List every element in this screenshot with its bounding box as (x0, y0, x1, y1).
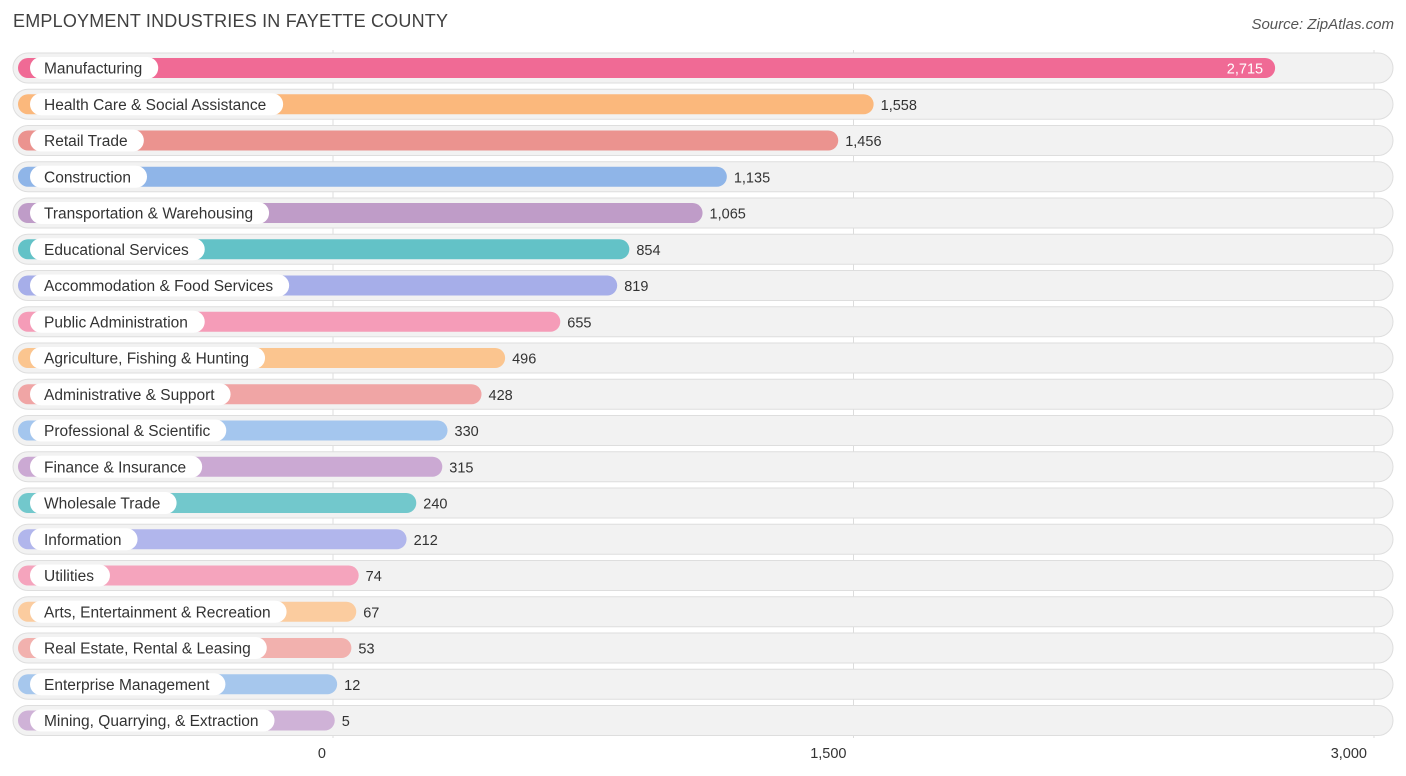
category-label: Wholesale Trade (44, 496, 160, 513)
category-label-pill (30, 455, 203, 478)
category-label-pill (30, 673, 226, 696)
category-label: Transportation & Warehousing (44, 206, 253, 223)
category-label-pill (30, 57, 159, 79)
category-label: Utilities (44, 568, 94, 585)
category-label-pill (30, 202, 270, 224)
category-label-pill (30, 564, 110, 587)
category-label-pill (30, 347, 266, 369)
value-label: 74 (366, 569, 382, 585)
category-label-pill (30, 93, 284, 116)
category-label: Information (44, 532, 122, 549)
x-tick-label: 3,000 (1331, 746, 1367, 762)
category-label: Real Estate, Rental & Leasing (44, 641, 251, 658)
value-label: 67 (363, 605, 379, 621)
x-tick-label: 1,500 (810, 746, 846, 762)
category-label: Educational Services (44, 242, 189, 259)
category-label-pill (30, 709, 275, 732)
value-label: 240 (423, 497, 447, 513)
category-label: Enterprise Management (44, 677, 210, 694)
category-label: Agriculture, Fishing & Hunting (44, 351, 249, 368)
value-label: 1,558 (881, 98, 917, 114)
value-label: 819 (624, 279, 648, 295)
value-label: 655 (567, 315, 591, 331)
value-label: 212 (414, 533, 438, 549)
category-label-pill (30, 129, 144, 152)
chart-title: EMPLOYMENT INDUSTRIES IN FAYETTE COUNTY (13, 11, 449, 31)
value-label: 2,715 (1227, 62, 1263, 78)
category-label-pill (30, 310, 205, 333)
category-label-pill (30, 165, 148, 188)
value-label: 428 (489, 388, 513, 404)
row-track (12, 705, 1394, 736)
category-label: Professional & Scientific (44, 423, 211, 440)
row-track (12, 668, 1394, 700)
category-label: Retail Trade (44, 133, 128, 150)
source-credit: Source: ZipAtlas.com (1251, 16, 1394, 33)
bar (18, 58, 1276, 78)
category-label-pill (30, 274, 290, 297)
category-label-pill (30, 383, 231, 406)
value-label: 5 (342, 714, 350, 730)
category-label-pill (30, 528, 138, 551)
row-track (12, 596, 1394, 628)
value-label: 330 (455, 424, 479, 440)
category-label-pill (30, 492, 177, 514)
bar (18, 166, 727, 187)
category-label-pill (30, 637, 267, 659)
row-track (12, 560, 1394, 591)
category-label-pill (30, 238, 205, 261)
category-label: Construction (44, 169, 131, 186)
category-label: Manufacturing (44, 61, 142, 78)
row-track (12, 632, 1394, 664)
value-label: 1,456 (845, 134, 881, 150)
value-label: 315 (449, 460, 473, 476)
category-label: Public Administration (44, 314, 188, 331)
category-label-pill (30, 419, 227, 442)
value-label: 854 (636, 243, 660, 259)
category-label: Health Care & Social Assistance (44, 97, 266, 114)
category-label: Accommodation & Food Services (44, 278, 273, 295)
category-label: Administrative & Support (44, 387, 215, 404)
value-label: 12 (344, 678, 360, 694)
bar (18, 130, 839, 151)
value-label: 1,065 (710, 207, 746, 223)
category-label: Arts, Entertainment & Recreation (44, 604, 271, 621)
category-label-pill (30, 600, 287, 623)
category-label: Finance & Insurance (44, 459, 186, 476)
value-label: 1,135 (734, 170, 770, 186)
category-label: Mining, Quarrying, & Extraction (44, 713, 259, 730)
value-label: 496 (512, 352, 536, 368)
value-label: 53 (358, 642, 374, 658)
x-tick-label: 0 (318, 746, 326, 762)
